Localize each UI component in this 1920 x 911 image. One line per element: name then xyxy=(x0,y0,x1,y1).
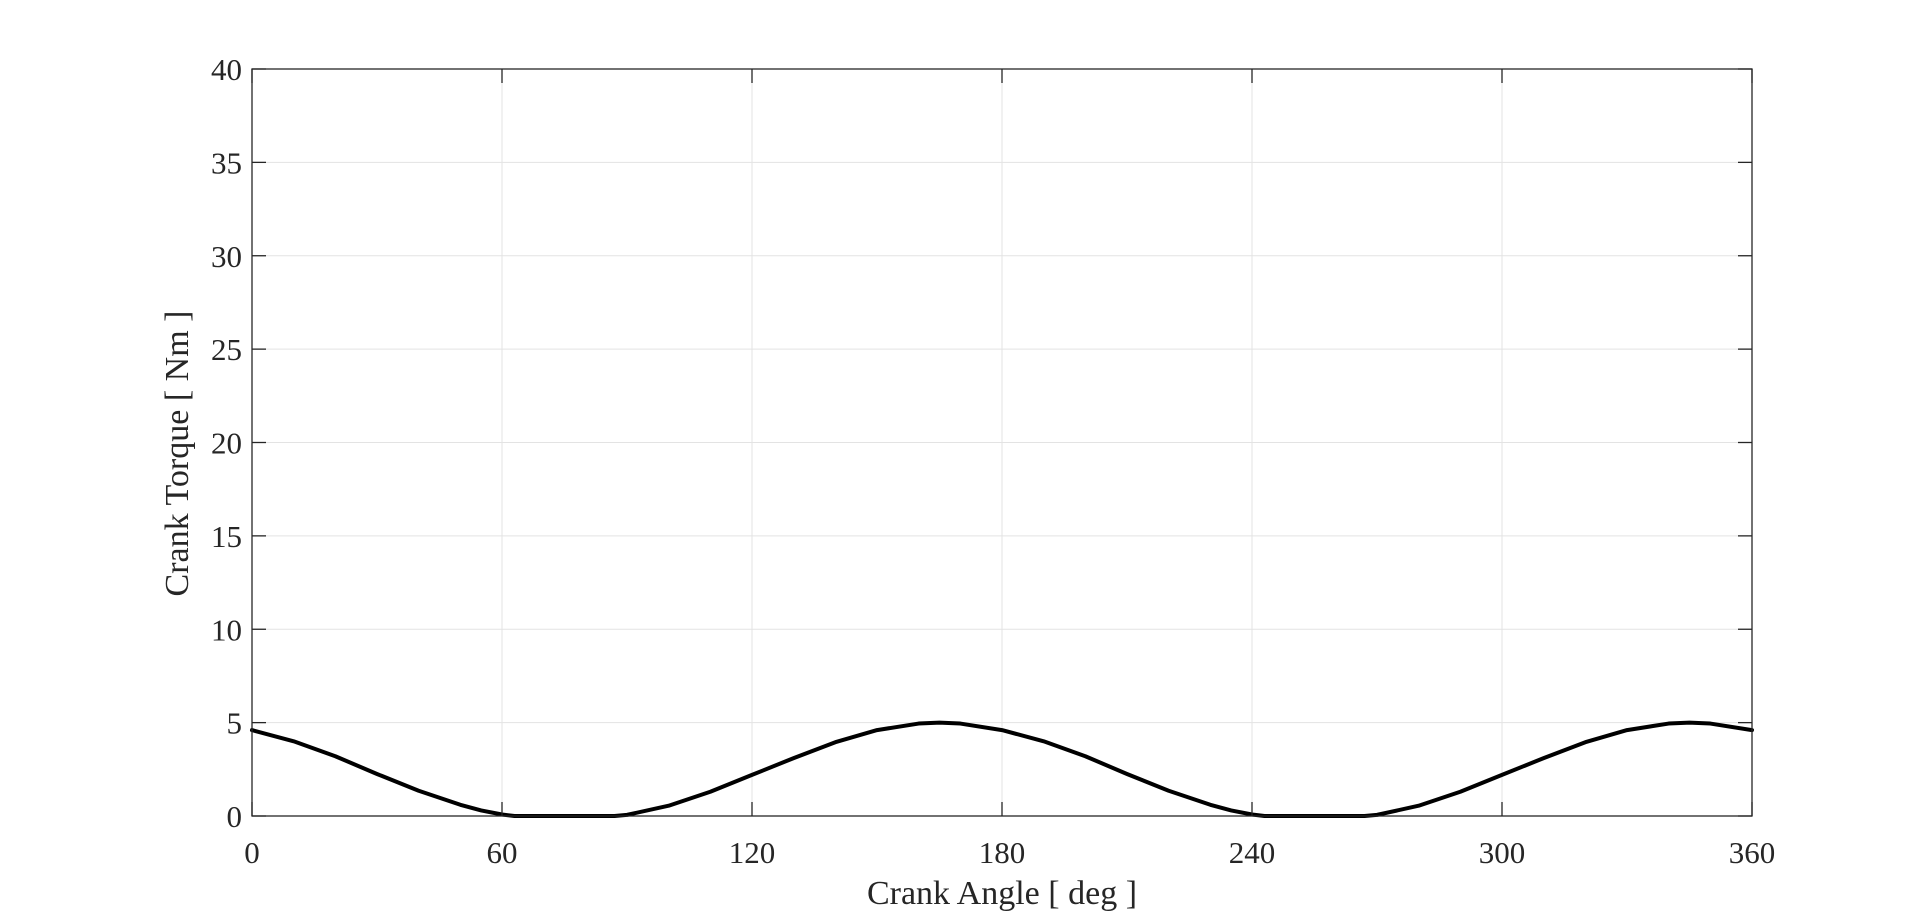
y-tick-label: 10 xyxy=(211,612,242,647)
x-tick-label: 240 xyxy=(1229,835,1276,870)
y-tick-label: 35 xyxy=(211,145,242,180)
series-layer xyxy=(250,720,1754,818)
x-tick-label: 60 xyxy=(487,835,518,870)
y-tick-label: 30 xyxy=(211,239,242,274)
y-tick-label: 20 xyxy=(211,426,242,461)
tick-labels: 0 60 120 180 240 300 360 0 5 10 15 20 25 30 35 40 xyxy=(211,52,1775,870)
y-axis-label: Crank Torque [ Nm ] xyxy=(159,311,196,597)
x-tick-label: 180 xyxy=(979,835,1026,870)
x-tick-label: 300 xyxy=(1479,835,1526,870)
grid xyxy=(252,69,1752,816)
axes xyxy=(251,68,1753,817)
x-tick-label: 0 xyxy=(244,835,260,870)
y-tick-label: 25 xyxy=(211,332,242,367)
y-tick-label: 0 xyxy=(227,799,243,834)
x-axis-label: Crank Angle [ deg ] xyxy=(867,875,1137,911)
y-tick-label: 15 xyxy=(211,519,242,554)
x-tick-label: 360 xyxy=(1729,835,1776,870)
x-tick-label: 120 xyxy=(729,835,776,870)
torque-series-line xyxy=(250,720,1754,818)
y-tick-label: 5 xyxy=(227,706,243,741)
y-tick-label: 40 xyxy=(211,52,242,87)
